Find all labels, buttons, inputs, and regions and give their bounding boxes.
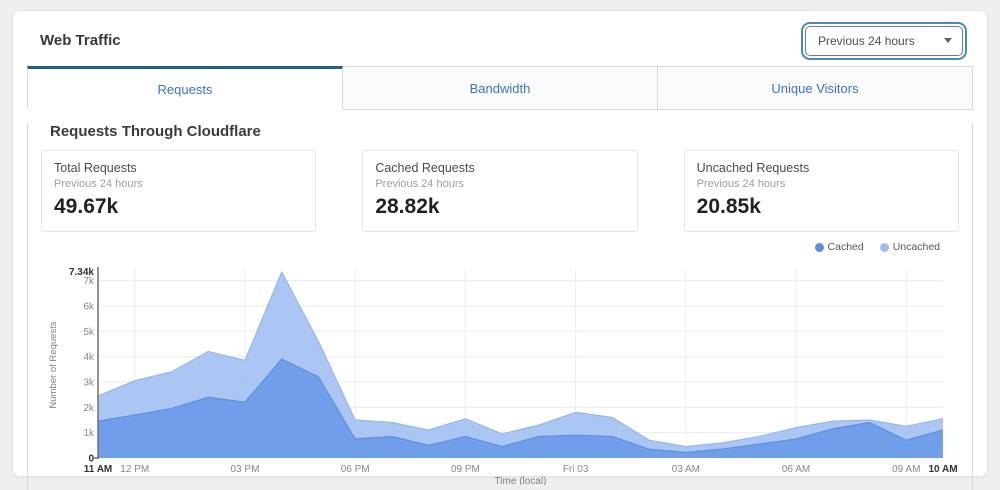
cached-dot-icon — [814, 242, 824, 252]
svg-text:4k: 4k — [83, 352, 95, 363]
page-title: Web Traffic — [40, 32, 121, 49]
stat-value: 28.82k — [375, 195, 440, 218]
svg-text:6k: 6k — [83, 301, 95, 312]
stat-card-uncached-requests: Uncached Requests Previous 24 hours 20.8… — [683, 150, 959, 232]
svg-text:7.34k: 7.34k — [69, 267, 94, 278]
legend-item-cached[interactable]: Cached — [814, 241, 864, 253]
panel-header: Web Traffic Previous 24 hours — [27, 11, 973, 60]
svg-text:03 AM: 03 AM — [672, 464, 700, 475]
section-title: Requests Through Cloudflare — [50, 123, 261, 140]
legend-item-uncached[interactable]: Uncached — [879, 241, 940, 253]
tab-requests-label: Requests — [157, 82, 213, 97]
svg-text:12 PM: 12 PM — [120, 464, 149, 475]
tab-bandwidth-label: Bandwidth — [469, 80, 531, 96]
stat-label: Uncached Requests — [696, 161, 810, 175]
chevron-down-icon — [944, 38, 952, 43]
stat-period: Previous 24 hours — [54, 178, 143, 190]
svg-text:1k: 1k — [83, 428, 95, 439]
svg-text:11 AM: 11 AM — [84, 464, 113, 475]
svg-text:Fri 03: Fri 03 — [563, 464, 589, 475]
legend-label-uncached: Uncached — [892, 241, 940, 253]
svg-text:09 PM: 09 PM — [451, 464, 480, 475]
time-range-select[interactable]: Previous 24 hours — [801, 21, 967, 60]
svg-text:06 PM: 06 PM — [341, 464, 370, 475]
svg-text:06 AM: 06 AM — [782, 464, 810, 475]
svg-text:5k: 5k — [83, 327, 95, 338]
stat-label: Total Requests — [54, 161, 137, 175]
web-traffic-panel: Web Traffic Previous 24 hours Requests B… — [12, 10, 988, 490]
stat-value: 20.85k — [696, 195, 761, 218]
stats-row: Total Requests Previous 24 hours 49.67k … — [41, 150, 959, 232]
svg-text:Time (local): Time (local) — [495, 476, 547, 485]
chart-svg: 7.34k 0 1k 2k 3k 4k 5k 6k 7k 11 AM 12 PM 03 PM 06 PM… — [48, 267, 958, 487]
time-range-value: Previous 24 hours — [818, 33, 915, 48]
stat-value: 49.67k — [54, 195, 119, 218]
svg-text:3k: 3k — [83, 377, 95, 388]
svg-text:09 AM: 09 AM — [892, 464, 920, 475]
svg-text:03 PM: 03 PM — [231, 464, 260, 475]
svg-text:0: 0 — [88, 454, 94, 465]
chart-legend: Cached Uncached — [28, 241, 940, 253]
tab-bandwidth[interactable]: Bandwidth — [343, 66, 658, 110]
stat-label: Cached Requests — [375, 161, 475, 175]
stat-period: Previous 24 hours — [696, 178, 786, 190]
requests-area-chart: 7.34k 0 1k 2k 3k 4k 5k 6k 7k 11 AM 12 PM 03 PM 06 PM… — [41, 253, 959, 490]
tab-bar: Requests Bandwidth Unique Visitors — [27, 66, 973, 110]
svg-text:2k: 2k — [83, 403, 95, 414]
tab-unique-visitors[interactable]: Unique Visitors — [658, 66, 973, 110]
svg-text:Number of Requests: Number of Requests — [48, 321, 59, 408]
tab-unique-visitors-label: Unique Visitors — [771, 80, 859, 96]
svg-text:7k: 7k — [83, 276, 95, 287]
stat-card-total-requests: Total Requests Previous 24 hours 49.67k — [41, 150, 317, 232]
legend-label-cached: Cached — [827, 241, 864, 253]
stat-card-cached-requests: Cached Requests Previous 24 hours 28.82k — [362, 150, 638, 232]
svg-text:10 AM: 10 AM — [928, 464, 957, 475]
uncached-dot-icon — [879, 242, 889, 252]
tab-requests[interactable]: Requests — [27, 66, 343, 110]
tab-content: Requests Through Cloudflare Total Reques… — [27, 123, 973, 490]
stat-period: Previous 24 hours — [375, 178, 464, 190]
